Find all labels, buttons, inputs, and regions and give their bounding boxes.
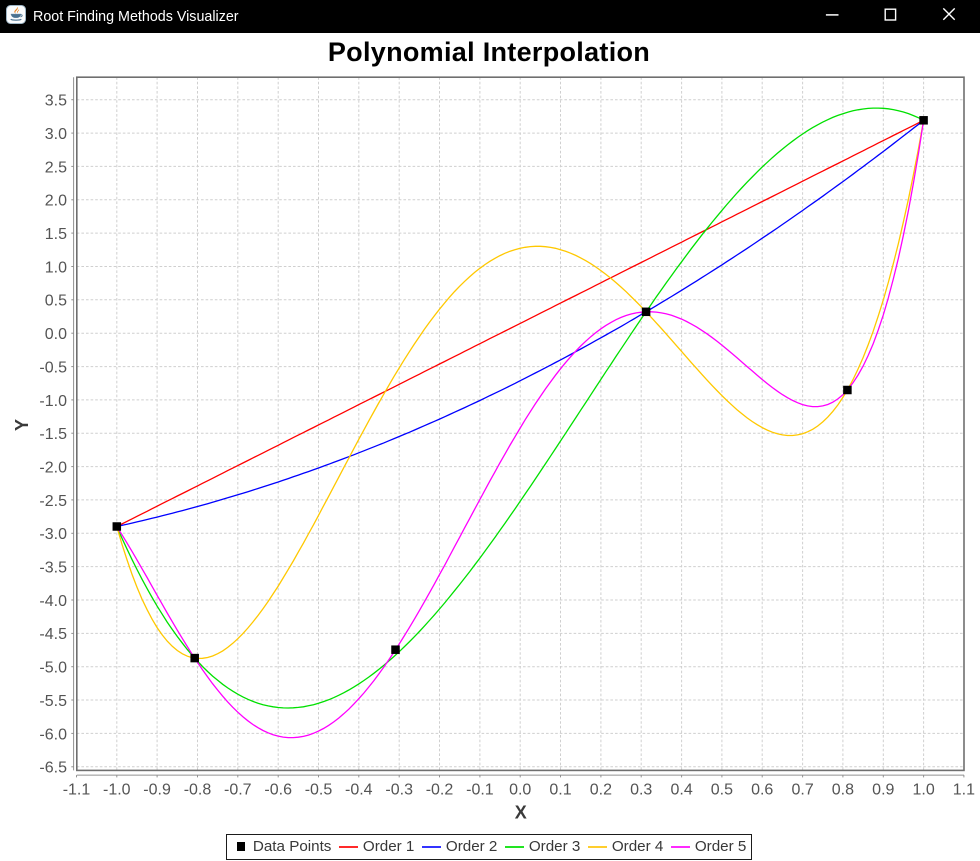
svg-text:0.3: 0.3 (630, 782, 652, 799)
svg-text:0.7: 0.7 (791, 782, 813, 799)
svg-text:2.0: 2.0 (45, 193, 67, 210)
svg-text:-5.5: -5.5 (39, 693, 67, 710)
svg-text:-0.2: -0.2 (426, 782, 454, 799)
svg-text:-2.0: -2.0 (39, 460, 67, 477)
svg-text:3.5: 3.5 (45, 93, 67, 110)
svg-text:-6.0: -6.0 (39, 726, 67, 743)
svg-text:0.4: 0.4 (670, 782, 692, 799)
svg-text:-1.5: -1.5 (39, 426, 67, 443)
svg-text:-3.0: -3.0 (39, 526, 67, 543)
svg-text:2.5: 2.5 (45, 159, 67, 176)
svg-text:0.8: 0.8 (832, 782, 854, 799)
svg-text:1.0: 1.0 (912, 782, 934, 799)
svg-text:0.5: 0.5 (45, 293, 67, 310)
svg-text:-0.9: -0.9 (143, 782, 171, 799)
svg-text:0.0: 0.0 (45, 326, 67, 343)
svg-text:-0.1: -0.1 (466, 782, 494, 799)
svg-text:0.5: 0.5 (711, 782, 733, 799)
svg-text:-1.1: -1.1 (63, 782, 91, 799)
svg-text:3.0: 3.0 (45, 126, 67, 143)
svg-text:-6.5: -6.5 (39, 760, 67, 777)
svg-text:-0.8: -0.8 (184, 782, 212, 799)
svg-text:-1.0: -1.0 (39, 393, 67, 410)
svg-text:-2.5: -2.5 (39, 493, 67, 510)
svg-text:0.1: 0.1 (549, 782, 571, 799)
svg-text:1.1: 1.1 (953, 782, 975, 799)
svg-text:0.2: 0.2 (590, 782, 612, 799)
svg-text:0.0: 0.0 (509, 782, 531, 799)
svg-text:-1.0: -1.0 (103, 782, 131, 799)
svg-text:-4.0: -4.0 (39, 593, 67, 610)
svg-text:-0.5: -0.5 (39, 359, 67, 376)
svg-text:0.6: 0.6 (751, 782, 773, 799)
svg-text:-5.0: -5.0 (39, 660, 67, 677)
svg-text:1.0: 1.0 (45, 259, 67, 276)
svg-text:-4.5: -4.5 (39, 626, 67, 643)
svg-text:0.9: 0.9 (872, 782, 894, 799)
svg-text:1.5: 1.5 (45, 226, 67, 243)
svg-text:-0.5: -0.5 (305, 782, 333, 799)
svg-text:-0.6: -0.6 (264, 782, 292, 799)
svg-text:-3.5: -3.5 (39, 560, 67, 577)
svg-text:X: X (515, 802, 527, 822)
svg-text:-0.3: -0.3 (385, 782, 413, 799)
svg-text:-0.7: -0.7 (224, 782, 252, 799)
svg-text:-0.4: -0.4 (345, 782, 373, 799)
